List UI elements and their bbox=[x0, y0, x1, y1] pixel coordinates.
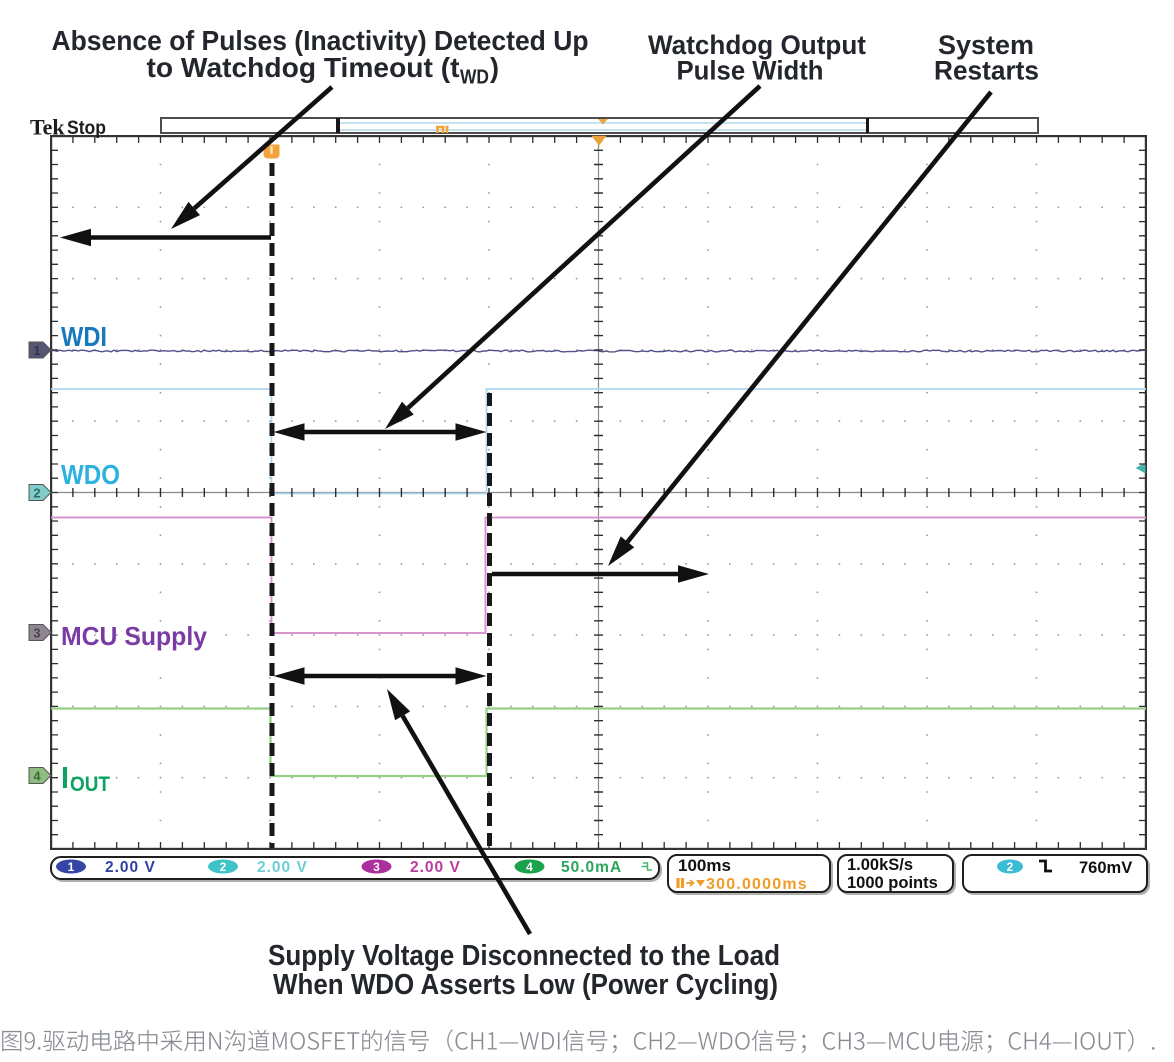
svg-text:1: 1 bbox=[33, 343, 40, 358]
svg-text:Supply Voltage Disconnected to: Supply Voltage Disconnected to the Load bbox=[268, 939, 780, 971]
svg-text:4: 4 bbox=[526, 860, 533, 874]
svg-text:MCU Supply: MCU Supply bbox=[61, 621, 208, 651]
svg-text:Watchdog Output: Watchdog Output bbox=[648, 30, 866, 60]
svg-text:Tek: Tek bbox=[30, 115, 65, 140]
svg-text:2.00 V: 2.00 V bbox=[257, 859, 308, 876]
svg-text:2.00 V: 2.00 V bbox=[105, 859, 156, 876]
svg-text:1: 1 bbox=[68, 860, 75, 874]
svg-text:System: System bbox=[938, 30, 1034, 60]
svg-text:WDI: WDI bbox=[61, 321, 107, 352]
svg-text:I: I bbox=[61, 760, 69, 795]
svg-text:): ) bbox=[490, 52, 499, 83]
svg-text:50.0mA: 50.0mA bbox=[561, 859, 622, 876]
svg-text:4: 4 bbox=[33, 769, 41, 784]
svg-text:Stop: Stop bbox=[67, 117, 106, 139]
svg-text:When WDO Asserts Low (Power Cy: When WDO Asserts Low (Power Cycling) bbox=[273, 968, 778, 1000]
svg-text:WDO: WDO bbox=[61, 459, 120, 490]
svg-text:Absence of Pulses (Inactivity): Absence of Pulses (Inactivity) Detected … bbox=[52, 25, 589, 56]
svg-text:OUT: OUT bbox=[70, 773, 110, 796]
svg-text:2: 2 bbox=[1007, 860, 1014, 874]
svg-text:to Watchdog Timeout (t: to Watchdog Timeout (t bbox=[147, 52, 460, 83]
svg-text:Restarts: Restarts bbox=[934, 56, 1039, 86]
svg-text:WD: WD bbox=[460, 67, 489, 89]
svg-text:Pulse Width: Pulse Width bbox=[677, 56, 824, 86]
svg-text:3: 3 bbox=[33, 626, 40, 641]
svg-text:2: 2 bbox=[220, 860, 227, 874]
svg-text:2.00 V: 2.00 V bbox=[410, 859, 461, 876]
svg-text:3: 3 bbox=[373, 860, 380, 874]
svg-text:2: 2 bbox=[33, 486, 40, 501]
svg-text:300.0000ms: 300.0000ms bbox=[706, 876, 808, 892]
svg-text:760mV: 760mV bbox=[1079, 859, 1132, 877]
